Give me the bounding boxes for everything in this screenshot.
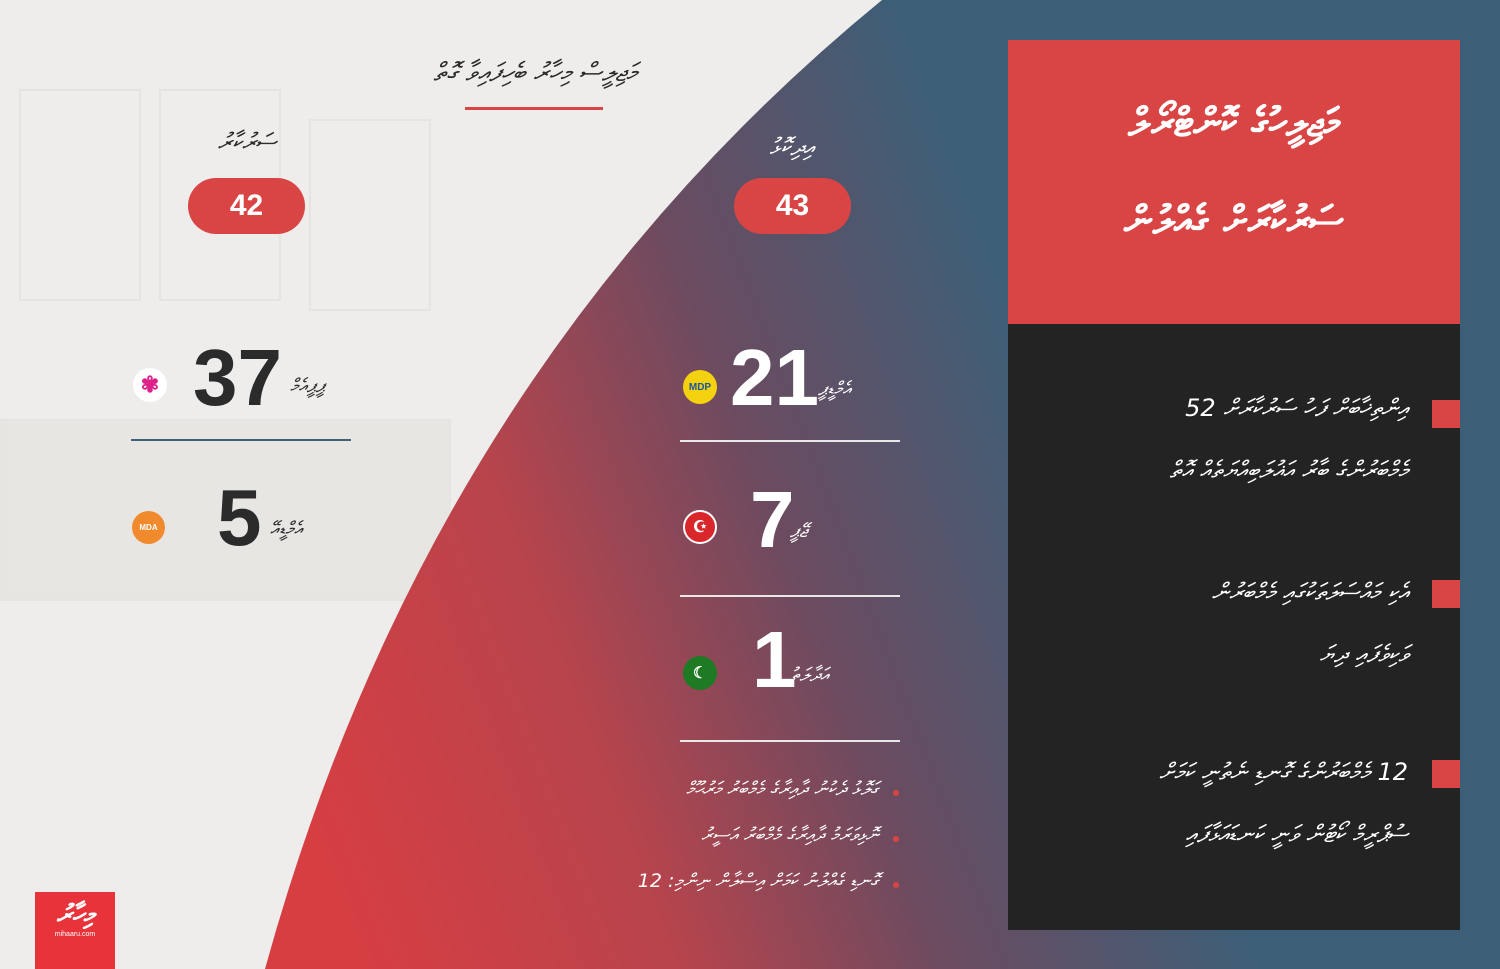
government-heading: ސަރުކާރު	[217, 128, 277, 156]
note-item: ނޮޅިވަރަމު ދާއިރާގެ މެމްބަރު އަސީރު	[701, 824, 878, 846]
party-seats-mda: 5	[217, 473, 262, 562]
bullet-icon	[893, 882, 899, 888]
mihaaru-logo: މިހާރު mihaaru.com	[35, 892, 115, 969]
party-seats-ppm: 37	[193, 333, 282, 422]
card-point-1-line1: އިންތިޚާބަށް ފަހު ސަރުކާރަށް 52	[1185, 394, 1408, 422]
point-marker-icon	[1432, 580, 1460, 608]
party-name-adhaalath: އަދާލަތު	[790, 664, 830, 686]
party-name-mdp: އެމްޑީޕީ	[818, 378, 851, 400]
card-point-2-line2: ވަކިވެފައި ދިޔަ	[1319, 640, 1408, 668]
divider	[680, 595, 900, 597]
jp-crescent-star-logo-icon: ☪	[683, 510, 717, 544]
opposition-heading: އިދިކޮޅު	[769, 133, 815, 161]
card-point-2-line1: އެކި މައްސަލަތަކުގައި މެމްބަރުން	[1211, 578, 1408, 606]
bullet-icon	[893, 836, 899, 842]
government-total-badge: 42	[188, 178, 305, 234]
party-seats-mdp: 21	[730, 333, 819, 422]
mihaaru-logo-text: މިހާރު	[56, 900, 94, 930]
party-seats-adhaalath: 1	[752, 615, 797, 704]
bullet-icon	[893, 790, 899, 796]
card-point-3-line1: 12 މެމްބަރުންގެ ގޮނޑި ނެތުނީ ކަމަށް	[1159, 758, 1408, 786]
mihaaru-site: mihaaru.com	[54, 931, 96, 938]
summary-card-body	[1008, 324, 1460, 930]
point-marker-icon	[1432, 400, 1460, 428]
adhaalath-logo-icon: ☾	[683, 656, 717, 690]
party-name-mda: އެމްޑީއޭ	[270, 518, 303, 540]
divider	[131, 439, 351, 441]
opposition-total-badge: 43	[734, 178, 851, 234]
note-item: ގަލޮޅު ދެކުނު ދާއިރާގެ މެމްބަރު މަރުޙޫމް	[686, 778, 878, 800]
page-title: މަޖިލީސް މިހާރު ބެހިފައިވާ ގޮތް	[433, 58, 637, 88]
card-title-line2: ސަރުކާރަށް ގެއްލުން	[1123, 198, 1345, 244]
card-point-1-line2: މެމްބަރުންގެ ބާރު އަޣުލަބިއްޔަތެއް އޮތް	[1169, 456, 1408, 484]
summary-card-header	[1008, 40, 1460, 324]
card-point-3-line2: ސުޕްރީމް ކޯޓުން ވަނީ ކަނޑައަޅާފައި	[1185, 820, 1408, 848]
party-name-ppm: ޕީޕީއެމް	[290, 375, 326, 397]
party-seats-jp: 7	[750, 475, 795, 564]
divider	[680, 740, 900, 742]
mda-logo-icon: MDA	[132, 511, 165, 544]
point-marker-icon	[1432, 760, 1460, 788]
note-item: ގޮނޑި ގެއްލުނު ކަމަށް އިސްލާން ނިންމި: 1…	[637, 870, 878, 892]
divider	[680, 440, 900, 442]
card-title-line1: މަޖިލީހުގެ ކޮންޓްރޯލް	[1128, 100, 1340, 146]
ppm-palm-logo-icon: ✾	[133, 368, 167, 402]
party-name-jp: ޖޭޕީ	[790, 520, 808, 542]
mdp-scales-logo-icon: MDP	[683, 370, 717, 404]
title-underline	[465, 107, 603, 110]
